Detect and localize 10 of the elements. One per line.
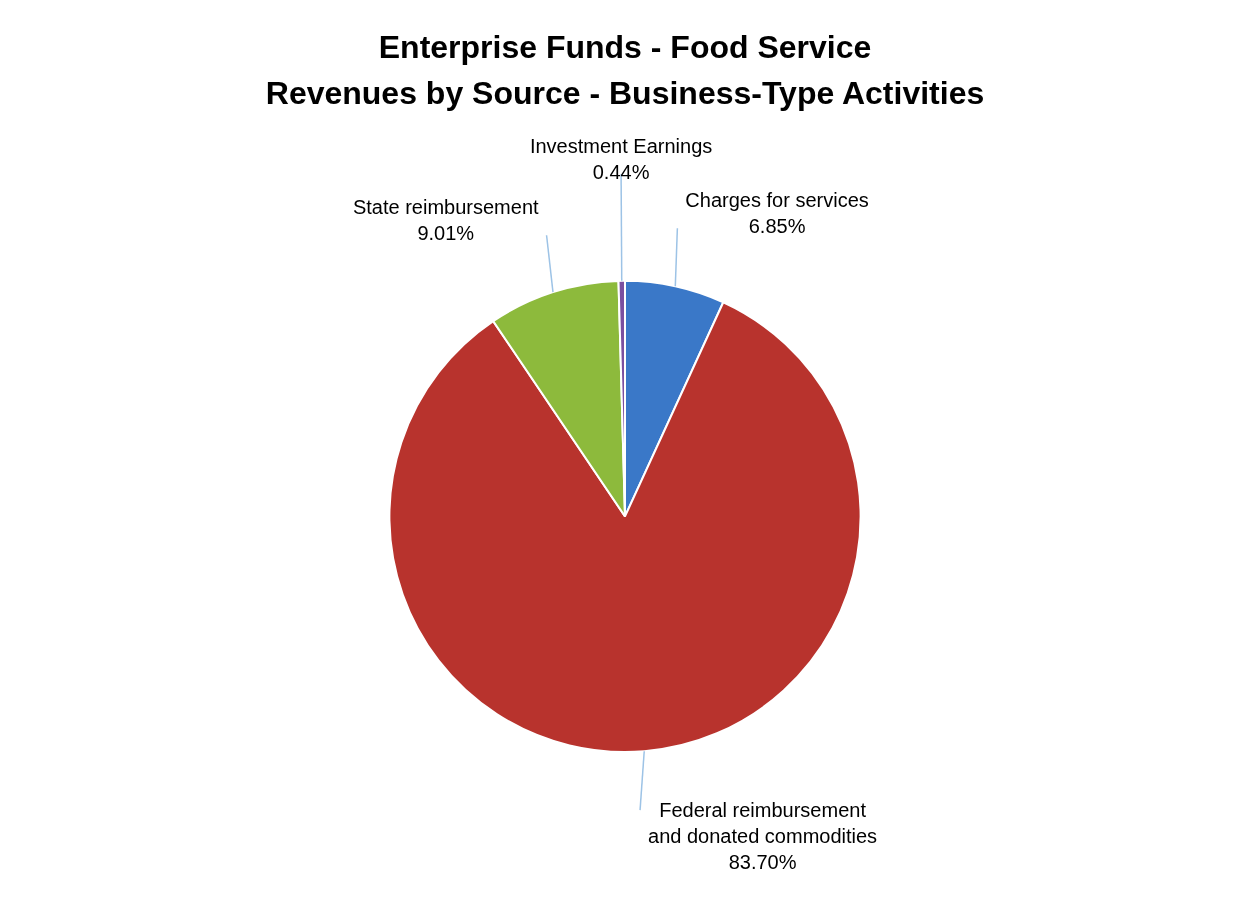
slice-label: Federal reimbursement and donated commodities [648,798,878,847]
slice-label: State reimbursement [352,195,539,218]
data-label: 6.85% [748,214,806,237]
data-label: 9.01% [417,221,475,244]
chart-subtitle: Revenues by Source - Business-Type Activities [265,75,985,112]
slice-label: Investment Earnings [529,134,713,157]
data-label: 0.44% [592,160,650,183]
slice-label: Charges for services [685,188,869,211]
data-label: 83.70% [728,850,797,873]
chart-title: Enterprise Funds - Food Service [378,29,872,66]
